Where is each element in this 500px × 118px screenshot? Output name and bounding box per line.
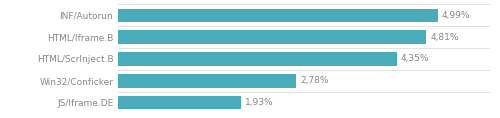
Text: 1,93%: 1,93% <box>246 98 274 107</box>
Bar <box>118 30 426 44</box>
Text: 4,35%: 4,35% <box>400 55 429 63</box>
Bar <box>118 74 296 88</box>
Bar <box>118 96 242 109</box>
Text: 2,78%: 2,78% <box>300 76 328 85</box>
Bar <box>118 52 397 66</box>
Text: 4,81%: 4,81% <box>430 33 459 42</box>
Bar <box>118 9 438 22</box>
Text: 4,99%: 4,99% <box>442 11 470 20</box>
